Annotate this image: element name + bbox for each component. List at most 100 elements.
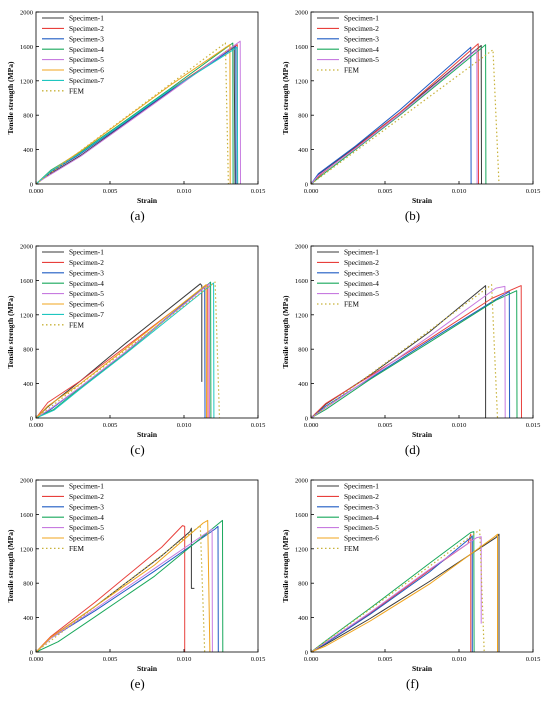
y-tick-label: 1200 bbox=[295, 78, 308, 85]
legend-label: Specimen-2 bbox=[69, 258, 104, 267]
plot-frame bbox=[310, 479, 534, 653]
legend-label: FEM bbox=[344, 300, 360, 309]
y-tick-label: 2000 bbox=[295, 478, 308, 485]
chart-b: 0 400 800 1200 1600 2000 0.000 0.005 0.010 0.015 S… bbox=[281, 10, 541, 206]
series-line-specimen-5 bbox=[310, 49, 478, 185]
y-tick-label: 0 bbox=[30, 416, 33, 423]
x-tick-label: 0.015 bbox=[526, 188, 541, 195]
x-tick-label: 0.005 bbox=[103, 422, 118, 429]
x-tick-label: 0.010 bbox=[452, 656, 467, 663]
panel-b: 0 400 800 1200 1600 2000 0.000 0.005 0.010 0.015 S… bbox=[275, 0, 550, 233]
y-tick-label: 0 bbox=[305, 416, 308, 423]
panel-f: 0 400 800 1200 1600 2000 0.000 0.005 0.010 0.015 S… bbox=[275, 468, 550, 701]
series-line-fem bbox=[310, 529, 485, 653]
series-line-specimen-5 bbox=[35, 528, 213, 653]
caption-b: (b) bbox=[404, 208, 421, 223]
legend-label: Specimen-2 bbox=[69, 24, 104, 33]
series-line-specimen-4 bbox=[310, 290, 518, 419]
x-tick-label: 0.005 bbox=[103, 656, 118, 663]
y-tick-label: 0 bbox=[305, 182, 308, 189]
x-tick-label: 0.010 bbox=[177, 422, 192, 429]
x-tick-label: 0.015 bbox=[526, 656, 541, 663]
legend-label: Specimen-2 bbox=[69, 492, 104, 501]
legend-label: Specimen-4 bbox=[69, 45, 104, 54]
legend-label: FEM bbox=[344, 66, 360, 75]
legend-label: FEM bbox=[69, 320, 85, 329]
series-line-specimen-2 bbox=[310, 285, 522, 419]
y-axis-label: Tensile strength (MPa) bbox=[281, 295, 290, 368]
legend-label: Specimen-1 bbox=[344, 248, 379, 257]
y-tick-label: 400 bbox=[298, 147, 308, 154]
series-line-specimen-4 bbox=[35, 281, 212, 419]
x-tick-label: 0.000 bbox=[29, 188, 44, 195]
x-tick-label: 0.015 bbox=[251, 422, 266, 429]
y-tick-label: 1600 bbox=[20, 44, 33, 51]
chart-a: 0 400 800 1200 1600 2000 0.000 0.005 0.010 0.015 S… bbox=[6, 10, 265, 206]
y-axis-label: Tensile strength (MPa) bbox=[6, 295, 15, 368]
legend-label: Specimen-5 bbox=[344, 289, 379, 298]
x-tick-label: 0.005 bbox=[378, 188, 393, 195]
x-tick-label: 0.000 bbox=[304, 188, 319, 195]
legend-label: FEM bbox=[69, 86, 85, 95]
y-tick-label: 1600 bbox=[295, 44, 308, 51]
y-axis-label: Tensile strength (MPa) bbox=[281, 61, 290, 134]
legend-label: Specimen-2 bbox=[344, 258, 379, 267]
series-line-specimen-7 bbox=[35, 46, 239, 185]
x-tick-label: 0.015 bbox=[526, 422, 541, 429]
series-line-specimen-4 bbox=[310, 531, 475, 653]
y-tick-label: 800 bbox=[23, 347, 33, 354]
caption-a: (a) bbox=[130, 208, 145, 223]
series-line-specimen-3 bbox=[35, 45, 237, 185]
y-tick-label: 2000 bbox=[295, 244, 308, 251]
y-tick-label: 0 bbox=[30, 650, 33, 657]
panel-c: 0 400 800 1200 1600 2000 0.000 0.005 0.010 0.015 S… bbox=[0, 234, 275, 467]
y-tick-label: 1200 bbox=[295, 546, 308, 553]
series-line-specimen-4 bbox=[310, 44, 487, 185]
y-tick-label: 800 bbox=[298, 581, 308, 588]
chart-f: 0 400 800 1200 1600 2000 0.000 0.005 0.010 0.015 S… bbox=[281, 478, 541, 674]
legend-label: Specimen-6 bbox=[69, 66, 104, 75]
plot-frame bbox=[310, 11, 534, 185]
y-tick-label: 2000 bbox=[20, 10, 33, 17]
series-line-specimen-1 bbox=[35, 527, 195, 653]
y-tick-label: 1200 bbox=[295, 312, 308, 319]
series-line-fem bbox=[35, 42, 229, 185]
y-tick-label: 1200 bbox=[20, 546, 33, 553]
legend-label: Specimen-7 bbox=[69, 310, 104, 319]
x-axis-label: Strain bbox=[137, 196, 158, 205]
y-tick-label: 1200 bbox=[20, 78, 33, 85]
x-tick-label: 0.000 bbox=[304, 422, 319, 429]
legend-label: Specimen-3 bbox=[344, 502, 379, 511]
y-tick-label: 1600 bbox=[20, 278, 33, 285]
legend-label: Specimen-3 bbox=[344, 34, 379, 43]
y-tick-label: 400 bbox=[23, 147, 33, 154]
y-tick-label: 800 bbox=[23, 113, 33, 120]
series-line-specimen-5 bbox=[310, 536, 482, 653]
x-tick-label: 0.010 bbox=[177, 656, 192, 663]
series-line-specimen-4 bbox=[35, 42, 234, 185]
y-tick-label: 400 bbox=[298, 615, 308, 622]
chart-e: 0 400 800 1200 1600 2000 0.000 0.005 0.010 0.015 S… bbox=[6, 478, 265, 674]
series-line-specimen-4 bbox=[35, 519, 224, 653]
series-line-specimen-5 bbox=[310, 285, 506, 419]
legend-label: Specimen-4 bbox=[344, 513, 379, 522]
x-tick-label: 0.005 bbox=[378, 422, 393, 429]
series-line-specimen-2 bbox=[35, 525, 186, 653]
x-tick-label: 0.000 bbox=[304, 656, 319, 663]
y-tick-label: 400 bbox=[298, 381, 308, 388]
chart-c: 0 400 800 1200 1600 2000 0.000 0.005 0.010 0.015 S… bbox=[6, 244, 266, 440]
caption-c: (c) bbox=[130, 442, 145, 457]
series-line-specimen-7 bbox=[35, 282, 215, 419]
legend-label: Specimen-5 bbox=[69, 55, 104, 64]
y-tick-label: 800 bbox=[298, 347, 308, 354]
legend-label: Specimen-1 bbox=[69, 482, 104, 491]
x-tick-label: 0.010 bbox=[177, 188, 192, 195]
y-axis-label: Tensile strength (MPa) bbox=[281, 529, 290, 602]
series-line-specimen-6 bbox=[310, 533, 498, 653]
chart-d: 0 400 800 1200 1600 2000 0.000 0.005 0.010 0.015 S… bbox=[281, 244, 541, 440]
x-tick-label: 0.000 bbox=[29, 422, 44, 429]
legend-label: Specimen-2 bbox=[344, 24, 379, 33]
y-tick-label: 1600 bbox=[20, 512, 33, 519]
series-line-specimen-1 bbox=[310, 45, 482, 185]
